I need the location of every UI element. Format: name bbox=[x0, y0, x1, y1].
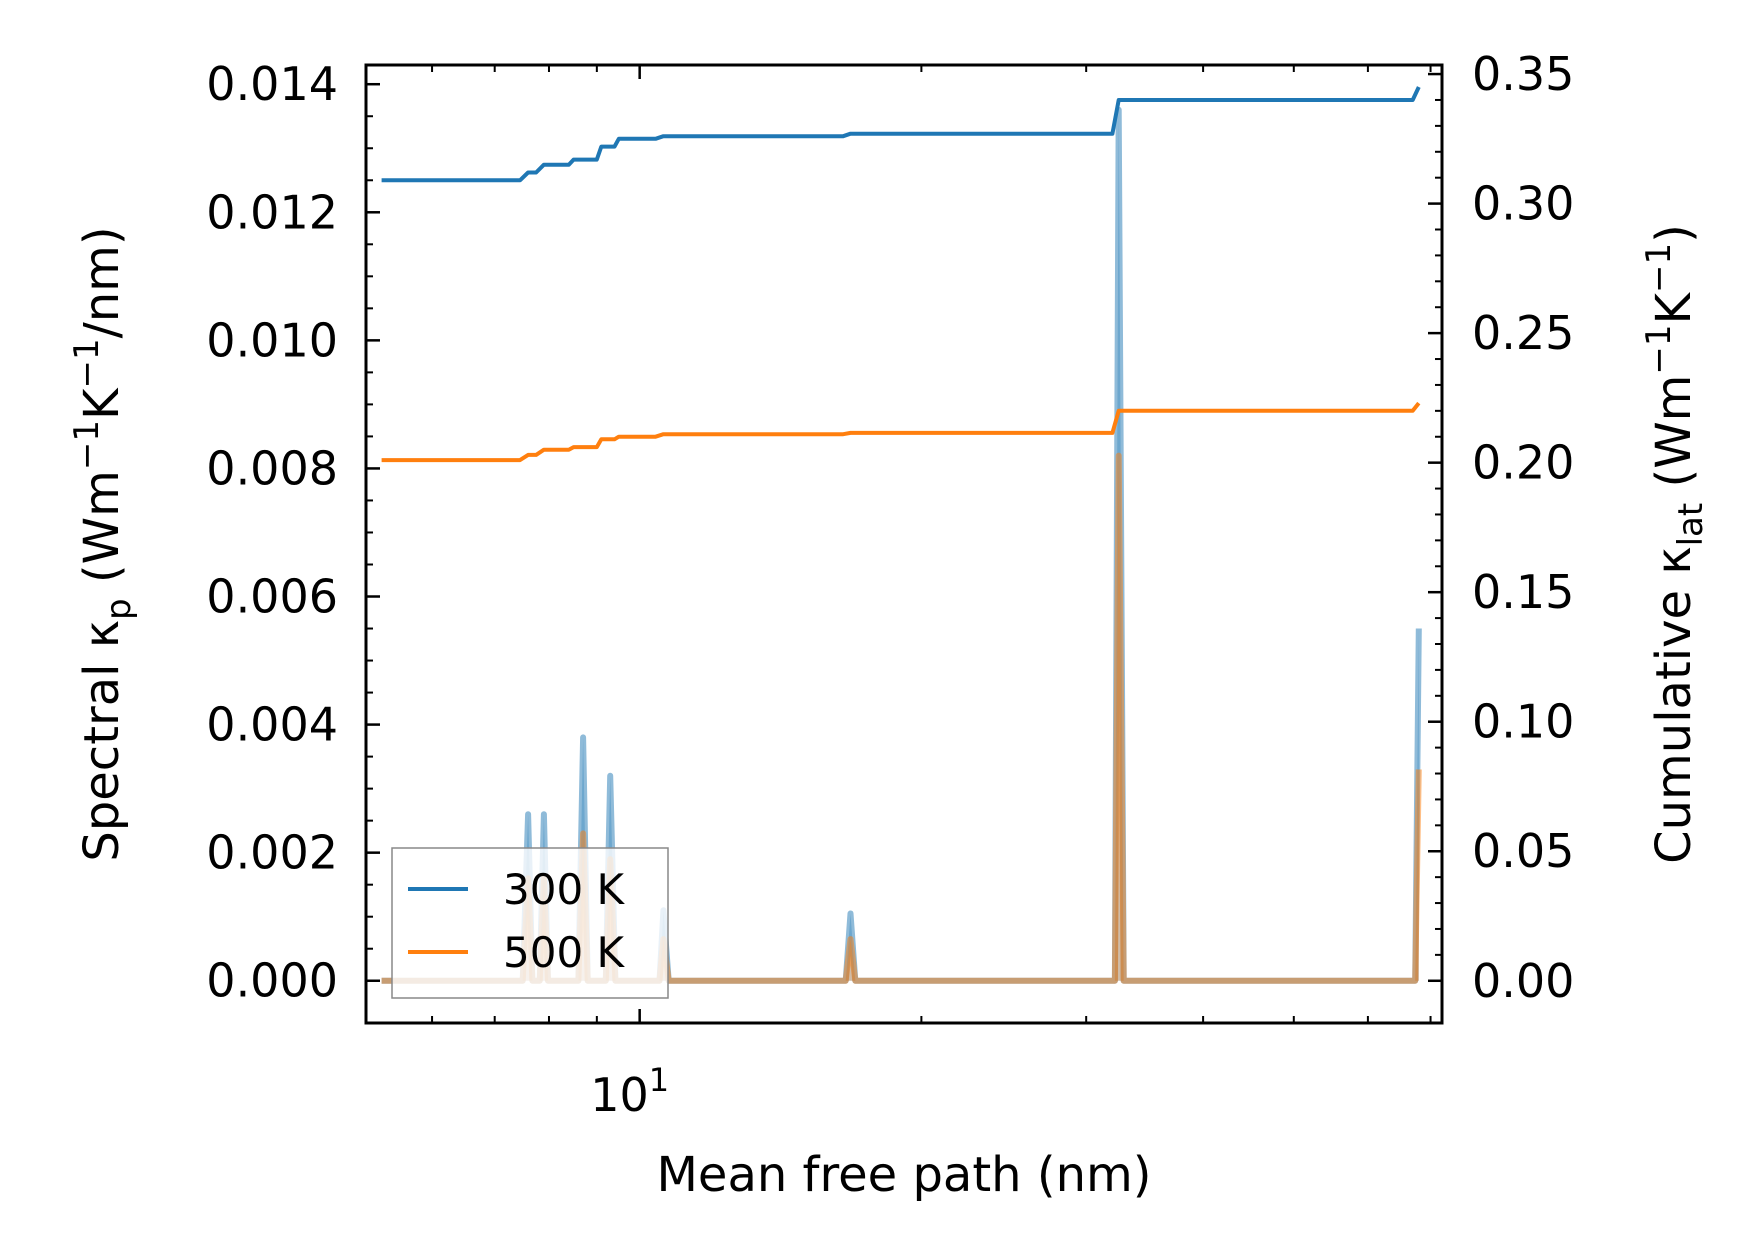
x-axis-label: Mean free path (nm) bbox=[657, 1147, 1152, 1203]
cumulative-line-1 bbox=[381, 401, 1421, 463]
y-right-tick-label-7: 0.35 bbox=[1472, 47, 1574, 101]
y-right-tick-label-6: 0.30 bbox=[1472, 177, 1574, 231]
y-left-axis-label-prefix: Spectral κ bbox=[74, 620, 130, 862]
y-left-axis-label-exp-1: −1 bbox=[67, 420, 107, 470]
y-right-axis-label-exp-2: −1 bbox=[1639, 243, 1679, 293]
y-right-axis-label-prefix: Cumulative κ bbox=[1646, 546, 1702, 864]
y-left-axis-label-units-2: K bbox=[74, 387, 130, 420]
plot-frame bbox=[364, 63, 1444, 1025]
legend-label-1: 500 K bbox=[503, 928, 626, 977]
y-right-axis-label-units-2: K bbox=[1646, 291, 1702, 324]
y-right-axis-label-units-3: ) bbox=[1646, 224, 1702, 243]
y-right-axis-label: Cumulative κlat (Wm−1K−1) bbox=[1639, 224, 1711, 864]
line-group bbox=[381, 86, 1421, 463]
y-right-tick-label-0: 0.00 bbox=[1472, 954, 1574, 1008]
y-right-tick-label-1: 0.05 bbox=[1472, 824, 1574, 878]
y-left-axis-label: Spectral κp (Wm−1K−1/nm) bbox=[67, 226, 139, 861]
y-left-tick-label-7: 0.014 bbox=[206, 57, 338, 111]
cumulative-line-0 bbox=[381, 86, 1421, 183]
y-left-tick-label-1: 0.002 bbox=[206, 826, 338, 880]
x-tick-exponent: 1 bbox=[649, 1061, 669, 1099]
label-group: 0.000 0.002 0.004 0.006 0.008 0.010 0.012 0.014… bbox=[67, 47, 1711, 1203]
y-left-tick-label-5: 0.010 bbox=[206, 313, 338, 367]
x-tick-base: 10 bbox=[590, 1068, 649, 1122]
x-tick-label-0: 101 bbox=[590, 1061, 669, 1122]
y-right-axis-label-exp-1: −1 bbox=[1639, 324, 1679, 374]
y-left-axis-label-subscript: p bbox=[99, 598, 139, 620]
y-left-axis-label-units-3: /nm) bbox=[74, 226, 130, 338]
y-right-tick-label-5: 0.25 bbox=[1472, 306, 1574, 360]
y-left-axis-label-units-1: (Wm bbox=[74, 470, 130, 598]
legend-label-0: 300 K bbox=[503, 865, 626, 914]
y-left-tick-label-3: 0.006 bbox=[206, 570, 338, 624]
y-left-tick-label-2: 0.004 bbox=[206, 698, 338, 752]
y-left-axis-label-exp-2: −1 bbox=[67, 338, 107, 388]
legend-box bbox=[391, 847, 669, 999]
y-right-axis-label-units-1: (Wm bbox=[1646, 375, 1702, 503]
y-left-tick-label-6: 0.012 bbox=[206, 185, 338, 239]
y-left-tick-label-4: 0.008 bbox=[206, 441, 338, 495]
legend: 300 K 500 K bbox=[391, 847, 669, 999]
y-right-tick-label-4: 0.20 bbox=[1472, 436, 1574, 490]
tick-group bbox=[366, 65, 1442, 1023]
y-right-tick-label-2: 0.10 bbox=[1472, 695, 1574, 749]
y-left-tick-label-0: 0.000 bbox=[206, 954, 338, 1008]
y-right-axis-label-subscript: lat bbox=[1671, 503, 1711, 547]
y-right-tick-label-3: 0.15 bbox=[1472, 565, 1574, 619]
